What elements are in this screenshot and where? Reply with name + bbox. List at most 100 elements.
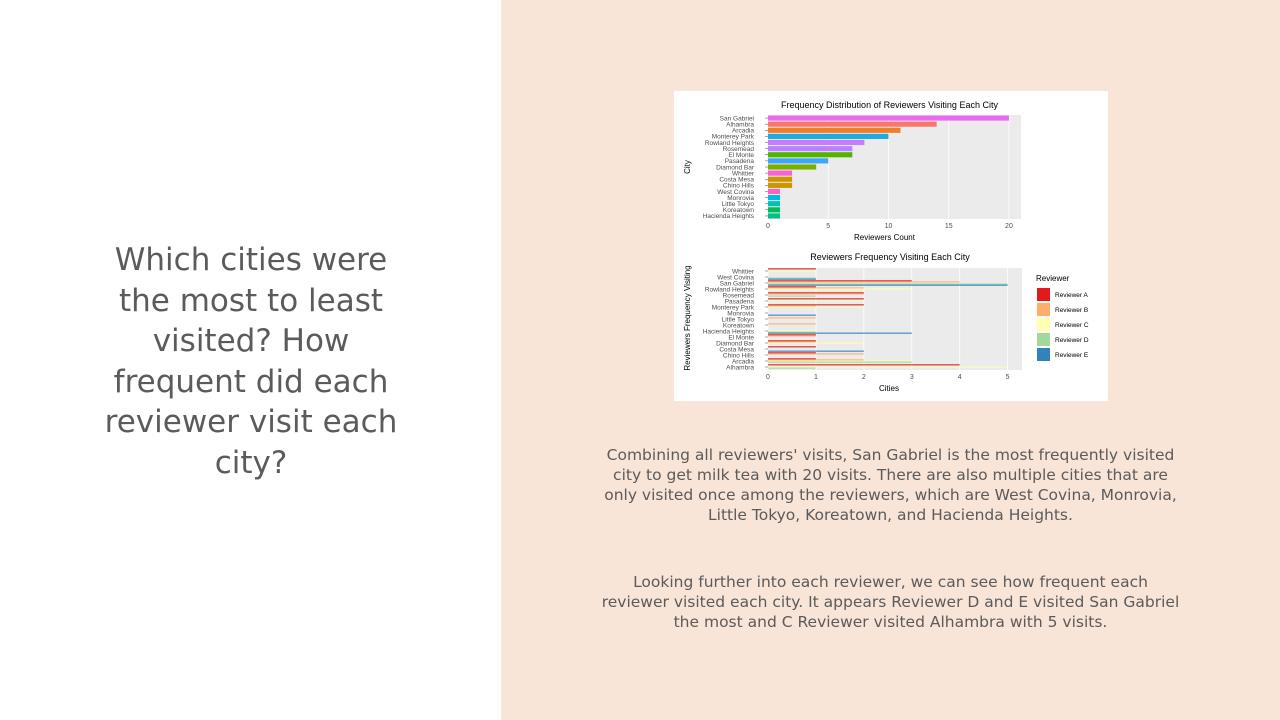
chart1-bar-little-tokyo (768, 201, 781, 207)
chart2-bar-pasadena-reviewer-c (768, 300, 864, 302)
chart1-xtick-15: 15 (945, 223, 953, 230)
chart2-bar-san-gabriel-reviewer-a (768, 280, 912, 282)
chart1-bar-san-gabriel (768, 115, 1009, 121)
chart2-bar-hacienda-heights-reviewer-e (768, 332, 912, 334)
chart2-bar-rowland-heights-reviewer-b (768, 287, 864, 289)
chart2-bar-arcadia-reviewer-a (768, 358, 816, 360)
chart2-bar-little-tokyo-reviewer-b (768, 317, 816, 319)
chart2-ylabel-rowland-heights: Rowland Heights (705, 286, 755, 293)
chart2-ylabel-little-tokyo: Little Tokyo (722, 316, 755, 323)
chart1-bar-pasadena (768, 158, 829, 164)
chart2-bar-chino-hills-reviewer-a (768, 352, 816, 354)
chart1-bar-alhambra (768, 121, 937, 127)
chart2-xtick-4: 4 (958, 374, 962, 381)
chart1-bar-arcadia (768, 127, 901, 133)
chart2-bar-san-gabriel-reviewer-e (768, 284, 1008, 286)
chart2-bar-diamond-bar-reviewer-a (768, 340, 816, 342)
chart1-xlabel: Reviewers Count (854, 233, 916, 242)
chart2-bar-san-gabriel-reviewer-d (768, 283, 1008, 285)
chart2-bar-rowland-heights-reviewer-c (768, 288, 912, 290)
chart1-bar-hacienda-heights (768, 213, 781, 219)
chart1-ylabel-alhambra: Alhambra (726, 121, 754, 128)
chart2-bar-monterey-park-reviewer-c (768, 306, 864, 308)
chart-figure: San Gabriel Alhambra Arcadia Monterey Park R… (674, 91, 1108, 401)
chart2-bar-alhambra-reviewer-a (768, 364, 960, 366)
chart1-bar-west-covina (768, 188, 781, 195)
chart2-ylabel: Reviewers Frequency Visiting (683, 265, 692, 370)
chart1-ylabel-west-covina: West Covina (717, 189, 754, 196)
chart2-xtick-0: 0 (766, 374, 770, 381)
chart2-bar-whittier-reviewer-c (768, 270, 816, 272)
chart2-bar-diamond-bar-reviewer-b (768, 341, 816, 343)
question-heading: Which cities were the most to least visi… (104, 242, 398, 481)
chart2-bar-whittier-reviewer-a (768, 268, 816, 270)
chart2-ylabel-hacienda-heights: Hacienda Heights (703, 328, 755, 335)
chart2-ylabel-koreatown: Koreatown (723, 322, 754, 329)
chart2-bar-hacienda-heights-reviewer-c (768, 330, 816, 332)
chart2-bar-alhambra-reviewer-d (768, 367, 816, 369)
chart1-xtick-10: 10 (885, 223, 893, 230)
chart1-ylabel-rosemead: Rosemead (723, 146, 755, 153)
chart2-legend-label-reviewer-e: Reviewer E (1055, 352, 1089, 359)
chart2-bar-costa-mesa-reviewer-e (768, 350, 864, 352)
chart1-ylabel-hacienda-heights: Hacienda Heights (703, 213, 755, 220)
chart1-ylabel-monrovia: Monrovia (727, 195, 754, 202)
paragraph-1: Combining all reviewers' visits, San Gab… (604, 446, 1177, 524)
chart2-xtick-1: 1 (814, 374, 818, 381)
chart1-bar-rowland-heights (768, 139, 865, 146)
chart1-bar-costa-mesa (768, 176, 793, 182)
chart2-bar-chino-hills-reviewer-b (768, 353, 864, 355)
chart1-ylabel-little-tokyo: Little Tokyo (722, 201, 755, 208)
chart2-xtick-2: 2 (862, 374, 866, 381)
chart2-legend-title: Reviewer (1036, 274, 1070, 283)
chart1-ylabel-chino-hills: Chino Hills (723, 183, 755, 190)
chart2-bar-alhambra-reviewer-c (768, 366, 1008, 368)
chart1-ylabel-pasadena: Pasadena (725, 158, 755, 165)
chart1-xtick-20: 20 (1005, 223, 1013, 230)
chart2-ylabel-whittier: Whittier (732, 268, 755, 275)
chart2-bar-arcadia-reviewer-b (768, 359, 864, 361)
chart2-bar-el-monte-reviewer-b (768, 335, 816, 337)
chart2-ylabel-diamond-bar: Diamond Bar (716, 340, 755, 347)
chart1-ylabel-san-gabriel: San Gabriel (720, 115, 755, 122)
chart2-bar-rosemead-reviewer-a (768, 292, 864, 294)
chart2-bar-west-covina-reviewer-d (768, 277, 816, 279)
chart1-title: Frequency Distribution of Reviewers Visi… (781, 100, 998, 110)
chart2-bar-el-monte-reviewer-a (768, 334, 816, 336)
chart2-ylabel-alhambra: Alhambra (726, 364, 754, 371)
chart2-bar-monterey-park-reviewer-a (768, 304, 864, 306)
chart2-bar-rosemead-reviewer-b (768, 293, 864, 295)
chart2-legend-label-reviewer-d: Reviewer D (1055, 337, 1089, 344)
chart2-legend-label-reviewer-c: Reviewer C (1055, 322, 1089, 329)
chart2-legend-label-reviewer-b: Reviewer B (1055, 307, 1088, 314)
chart1-bar-monterey-park (768, 133, 889, 139)
chart2-bar-san-gabriel-reviewer-b (768, 281, 960, 283)
chart2-ylabel-monterey-park: Monterey Park (712, 304, 755, 311)
chart1-bar-chino-hills (768, 182, 793, 188)
chart2-ylabel-arcadia: Arcadia (732, 358, 754, 365)
chart1-bar-monrovia (768, 195, 781, 201)
chart1-bar-koreatown (768, 207, 781, 213)
left-panel: Which cities were the most to least visi… (0, 0, 501, 720)
chart2-ylabel-el-monte: El Monte (728, 334, 754, 341)
chart2-ylabel-monrovia: Monrovia (727, 310, 754, 317)
chart2-title: Reviewers Frequency Visiting Each City (810, 252, 970, 262)
chart2-ylabel-costa-mesa: Costa Mesa (719, 346, 754, 353)
chart1-ylabel-whittier: Whittier (732, 170, 755, 177)
chart2-ylabel-pasadena: Pasadena (725, 298, 755, 305)
chart1-ylabel-costa-mesa: Costa Mesa (719, 177, 754, 184)
chart2-ylabel-san-gabriel: San Gabriel (720, 280, 755, 287)
chart1-xtick-5: 5 (826, 223, 830, 230)
chart1-bar-rosemead (768, 146, 853, 152)
chart2-bar-monrovia-reviewer-e (768, 314, 816, 316)
chart2-ylabel-west-covina: West Covina (717, 274, 754, 281)
chart1-ylabel-diamond-bar: Diamond Bar (716, 164, 755, 171)
chart1-ylabel-monterey-park: Monterey Park (712, 134, 755, 141)
chart2-bar-west-covina-reviewer-e (768, 278, 816, 280)
chart1-ylabel-rowland-heights: Rowland Heights (705, 140, 755, 147)
chart2-bar-koreatown-reviewer-b (768, 323, 816, 325)
chart2-bar-pasadena-reviewer-a (768, 298, 864, 300)
chart2-ylabel-chino-hills: Chino Hills (723, 352, 755, 359)
chart1-xtick-0: 0 (766, 223, 770, 230)
